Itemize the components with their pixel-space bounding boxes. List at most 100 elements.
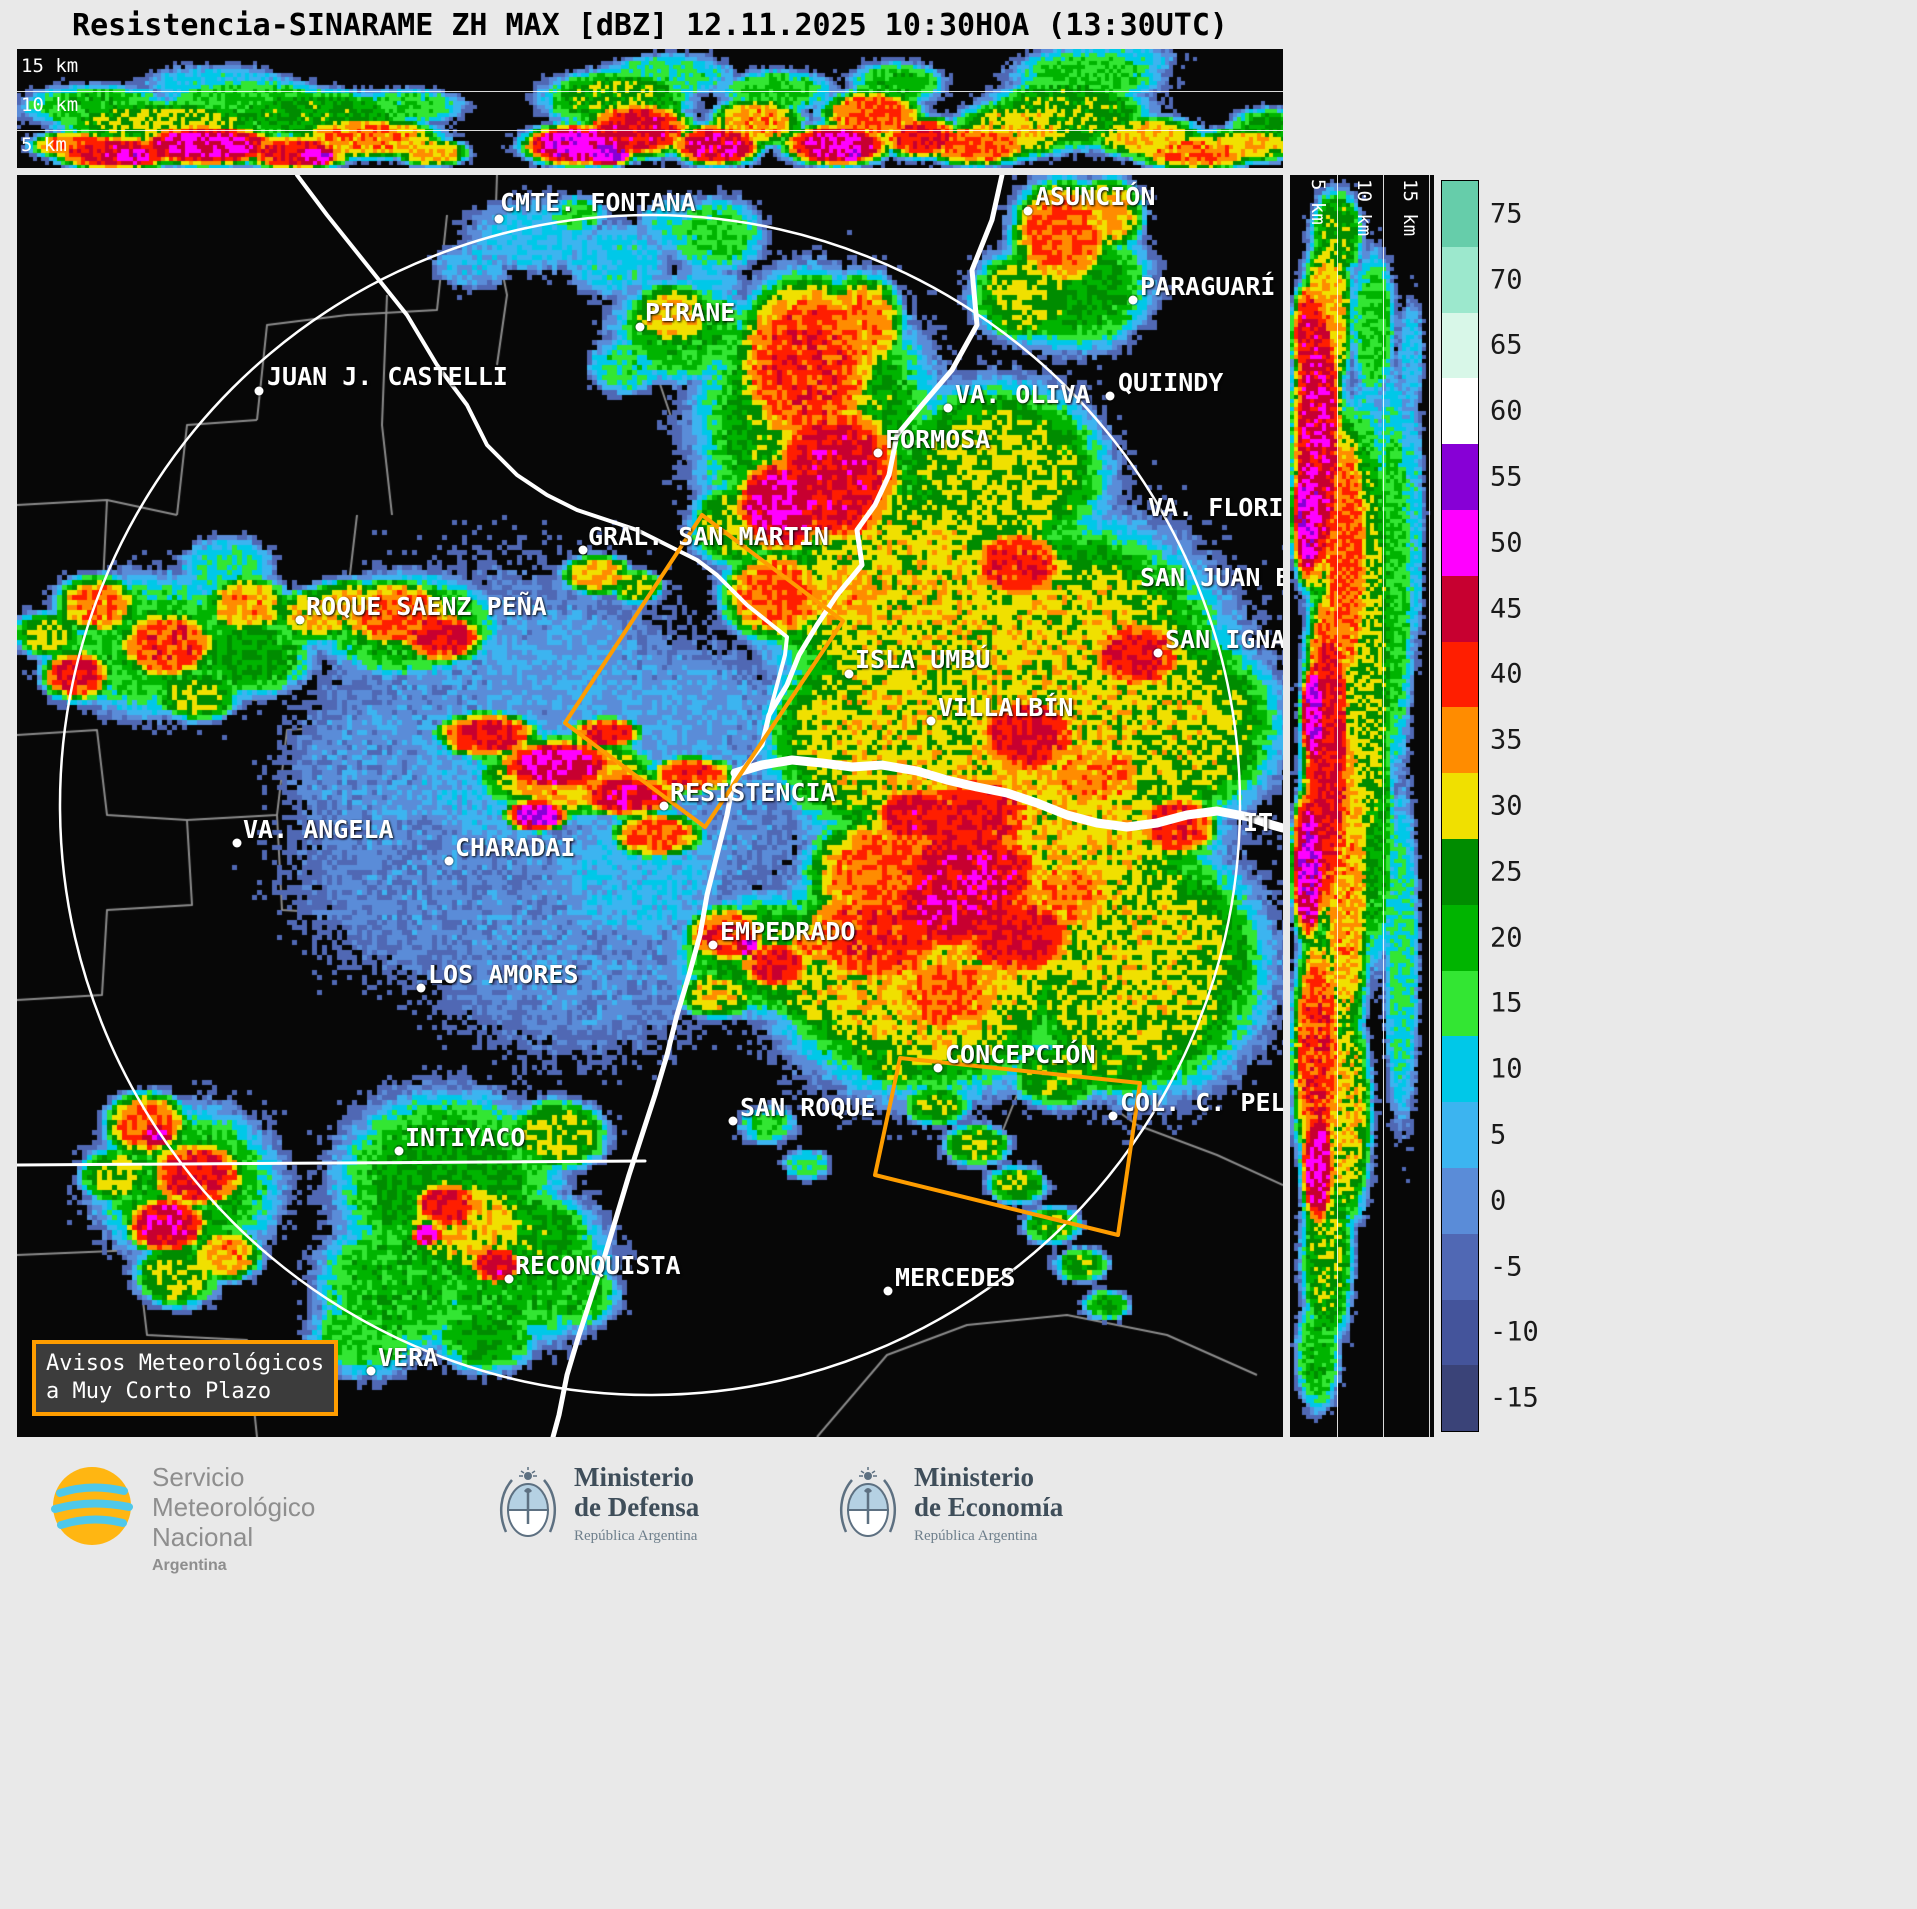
city-dot [873, 448, 883, 458]
city-label: CONCEPCIÓN [945, 1040, 1096, 1069]
colorbar-band: 65 [1442, 312, 1523, 379]
city-dot [933, 1063, 943, 1073]
colorbar-band: 30 [1442, 773, 1523, 839]
city-dot [1023, 206, 1033, 216]
city-label: ROQUE SAENZ PEÑA [306, 592, 547, 621]
city-dot [1105, 391, 1115, 401]
top-cross-section-canvas [17, 49, 1283, 168]
colorbar-tick-label: -10 [1490, 1316, 1539, 1348]
radar-map-panel: CMTE. FONTANA ASUNCIÓN PARAGUARÍ PIRANE JUAN… [17, 175, 1283, 1437]
colorbar-band: 70 [1442, 246, 1523, 313]
defensa-logo-block: Ministerio de Defensa República Argentin… [498, 1462, 699, 1546]
smn-line-1: Servicio [152, 1462, 245, 1492]
city-label: PIRANE [645, 298, 736, 327]
defensa-line-1: Ministerio [574, 1462, 694, 1492]
city-dot [494, 214, 504, 224]
colorbar-tick-label: 35 [1490, 724, 1523, 756]
city-label: PARAGUARÍ [1140, 272, 1276, 301]
colorbar-band: 5 [1442, 1102, 1506, 1168]
colorbar-band: 20 [1442, 904, 1523, 971]
colorbar-band: 25 [1442, 838, 1523, 905]
city-dot [943, 403, 953, 413]
economia-wordmark: Ministerio de Economía República Argenti… [914, 1462, 1063, 1545]
colorbar-band: 55 [1442, 444, 1523, 510]
colorbar-tick-label: 30 [1490, 790, 1523, 822]
defensa-coat-of-arms-icon [499, 1467, 557, 1537]
city-label: IT [1243, 808, 1274, 837]
colorbar-band: 10 [1442, 1036, 1523, 1103]
city-dot [504, 1274, 514, 1284]
colorbar-tick-label: 15 [1490, 987, 1523, 1019]
gridline-15km-right [1429, 175, 1430, 1437]
warning-box: Avisos Meteorológicos a Muy Corto Plazo [32, 1340, 339, 1416]
colorbar-band: -10 [1442, 1299, 1539, 1366]
city-dot [635, 322, 645, 332]
city-dot [1108, 1111, 1118, 1121]
colorbar-band: 75 [1442, 181, 1523, 247]
smn-wordmark: Servicio Meteorológico Nacional Argentin… [152, 1462, 315, 1575]
right-cross-section-canvas [1290, 175, 1434, 1437]
smn-line-2: Meteorológico [152, 1492, 316, 1522]
city-dot [708, 940, 718, 950]
city-dot [295, 615, 305, 625]
city-label: QUIINDY [1118, 368, 1224, 397]
city-label: ISLA UMBÚ [855, 645, 991, 674]
economia-line-1: Ministerio [914, 1462, 1034, 1492]
city-label: VA. OLIVA [955, 380, 1091, 409]
city-label: EMPEDRADO [720, 917, 856, 946]
city-label: COL. C. PEL [1120, 1088, 1283, 1117]
smn-logo-icon [51, 1467, 133, 1545]
gridline-10km-top [17, 91, 1283, 92]
city-dot [844, 669, 854, 679]
city-dot [232, 838, 242, 848]
colorbar-tick-label: 10 [1490, 1053, 1523, 1085]
city-label: LOS AMORES [428, 960, 579, 989]
city-dot [444, 856, 454, 866]
city-label: RECONQUISTA [515, 1251, 681, 1280]
colorbar-band: 15 [1442, 970, 1523, 1037]
city-dot [254, 386, 264, 396]
colorbar-band: 45 [1442, 575, 1523, 642]
colorbar-tick-label: 40 [1490, 658, 1523, 690]
city-label: ASUNCIÓN [1035, 182, 1156, 211]
city-label: FORMOSA [885, 425, 991, 454]
city-label: MERCEDES [895, 1263, 1016, 1292]
city-dot [1153, 648, 1163, 658]
colorbar-band: 50 [1442, 509, 1523, 576]
product-title: Resistencia-SINARAME ZH MAX [dBZ] 12.11.… [72, 8, 1228, 43]
city-dot [926, 716, 936, 726]
axis-label-10km-right: 10 km [1353, 179, 1375, 237]
city-label: SAN ROQUE [740, 1093, 876, 1122]
city-label: CMTE. FONTANA [500, 188, 696, 217]
city-dot [1128, 295, 1138, 305]
axis-label-10km: 10 km [21, 94, 79, 116]
colorbar-tick-label: 55 [1490, 461, 1523, 493]
gridline-10km-right [1383, 175, 1384, 1437]
city-label: CHARADAI [455, 833, 576, 862]
defensa-wordmark: Ministerio de Defensa República Argentin… [574, 1462, 699, 1545]
colorbar-tick-label: 75 [1490, 198, 1523, 230]
colorbar-band: 35 [1442, 707, 1523, 774]
axis-label-5km: 5 km [21, 134, 67, 156]
colorbar-tick-label: -15 [1490, 1382, 1539, 1414]
city-dot [883, 1286, 893, 1296]
axis-label-15km: 15 km [21, 55, 79, 77]
smn-line-3: Nacional [152, 1522, 254, 1552]
colorbar-tick-label: 50 [1490, 527, 1523, 559]
colorbar-tick-label: 0 [1490, 1185, 1507, 1217]
city-dot [578, 545, 588, 555]
city-label: SAN JUAN B [1140, 563, 1283, 592]
warning-line-1: Avisos Meteorológicos [46, 1351, 325, 1376]
city-dot [366, 1366, 376, 1376]
colorbar-band: -5 [1442, 1233, 1523, 1300]
city-dot [394, 1146, 404, 1156]
defensa-line-2: de Defensa [574, 1492, 700, 1522]
radar-map-canvas [17, 175, 1283, 1437]
city-label: VA. FLORI [1148, 493, 1283, 522]
colorbar: 75 70 65 60 55 50 45 40 35 30 25 20 15 10 5 0 -5 -10 -15 [1441, 180, 1539, 1432]
economia-logo-block: Ministerio de Economía República Argenti… [838, 1462, 1063, 1546]
axis-label-5km-right: 5 km [1307, 179, 1329, 225]
right-cross-section-panel: 5 km 10 km 15 km [1290, 175, 1434, 1437]
colorbar-band: 40 [1442, 641, 1523, 708]
